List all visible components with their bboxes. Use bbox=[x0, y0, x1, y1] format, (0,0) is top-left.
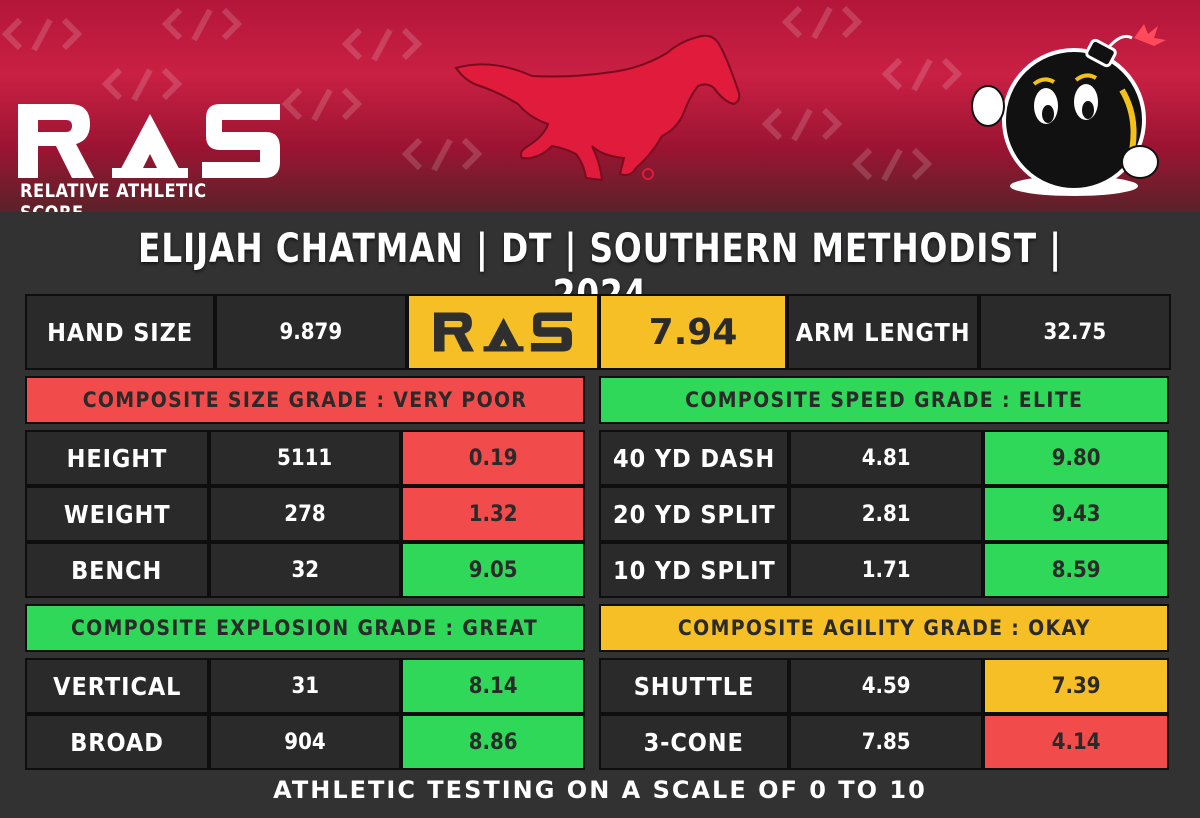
speed-grade-banner: COMPOSITE SPEED GRADE : ELITE bbox=[599, 376, 1169, 424]
twenty-yd-split-label: 20 YD SPLIT bbox=[599, 486, 789, 542]
three-cone-value: 7.85 bbox=[789, 714, 983, 770]
ras-score: 7.94 bbox=[599, 294, 787, 370]
broad-label: BROAD bbox=[25, 714, 209, 770]
twenty-yd-split-value: 2.81 bbox=[789, 486, 983, 542]
ras-logo bbox=[18, 104, 280, 178]
header-banner: RELATIVE ATHLETIC SCORE bbox=[0, 0, 1200, 212]
three-cone-score: 4.14 bbox=[983, 714, 1169, 770]
arm-length-value: 32.75 bbox=[979, 294, 1171, 370]
shuttle-score: 7.39 bbox=[983, 658, 1169, 714]
broad-value: 904 bbox=[209, 714, 401, 770]
shuttle-value: 4.59 bbox=[789, 658, 983, 714]
broad-score: 8.86 bbox=[401, 714, 585, 770]
ten-yd-split-score: 8.59 bbox=[983, 542, 1169, 598]
footer-note: ATHLETIC TESTING ON A SCALE OF 0 TO 10 bbox=[273, 776, 927, 804]
mustang-mascot-icon bbox=[454, 34, 741, 182]
forty-yd-dash-label: 40 YD DASH bbox=[599, 430, 789, 486]
twenty-yd-split-score: 9.43 bbox=[983, 486, 1169, 542]
height-value: 5111 bbox=[209, 430, 401, 486]
forty-yd-dash-value: 4.81 bbox=[789, 430, 983, 486]
chevron-pattern bbox=[1, 5, 963, 182]
shuttle-label: SHUTTLE bbox=[599, 658, 789, 714]
arm-length-label: ARM LENGTH bbox=[787, 294, 979, 370]
forty-yd-dash-score: 9.80 bbox=[983, 430, 1169, 486]
ras-subtitle: RELATIVE ATHLETIC SCORE bbox=[20, 180, 207, 212]
weight-label: WEIGHT bbox=[25, 486, 209, 542]
ras-logo-small bbox=[434, 312, 572, 352]
bench-value: 32 bbox=[209, 542, 401, 598]
explosion-grade-banner: COMPOSITE EXPLOSION GRADE : GREAT bbox=[25, 604, 585, 652]
three-cone-label: 3-CONE bbox=[599, 714, 789, 770]
ten-yd-split-label: 10 YD SPLIT bbox=[599, 542, 789, 598]
bench-score: 9.05 bbox=[401, 542, 585, 598]
vertical-score: 8.14 bbox=[401, 658, 585, 714]
weight-value: 278 bbox=[209, 486, 401, 542]
bomb-mascot-icon bbox=[971, 24, 1166, 196]
ten-yd-split-value: 1.71 bbox=[789, 542, 983, 598]
weight-score: 1.32 bbox=[401, 486, 585, 542]
vertical-label: VERTICAL bbox=[25, 658, 209, 714]
hand-size-value: 9.879 bbox=[215, 294, 407, 370]
height-score: 0.19 bbox=[401, 430, 585, 486]
hand-size-label: HAND SIZE bbox=[25, 294, 215, 370]
height-label: HEIGHT bbox=[25, 430, 209, 486]
agility-grade-banner: COMPOSITE AGILITY GRADE : OKAY bbox=[599, 604, 1169, 652]
ras-score-logo-cell bbox=[407, 294, 599, 370]
bench-label: BENCH bbox=[25, 542, 209, 598]
size-grade-banner: COMPOSITE SIZE GRADE : VERY POOR bbox=[25, 376, 585, 424]
vertical-value: 31 bbox=[209, 658, 401, 714]
